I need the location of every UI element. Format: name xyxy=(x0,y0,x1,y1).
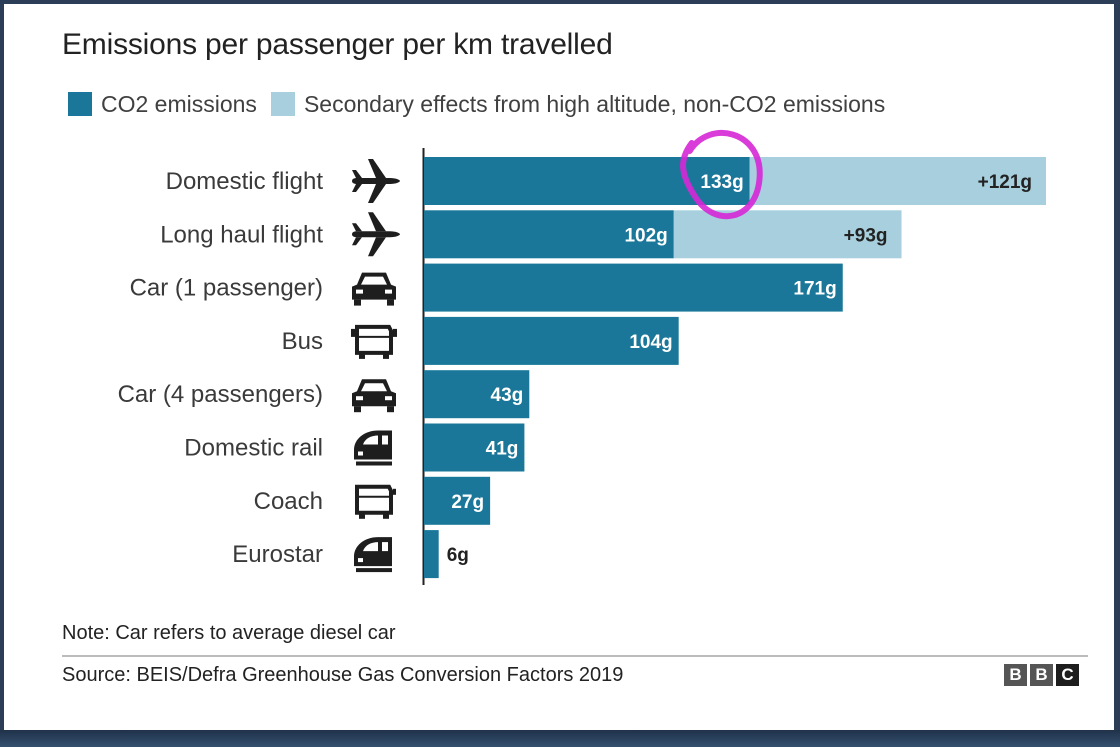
screen-bottom-bezel xyxy=(0,730,1120,747)
chart-note: Note: Car refers to average diesel car xyxy=(62,622,396,644)
bbc-logo: B B C xyxy=(1004,664,1079,686)
category-label: Domestic rail xyxy=(184,435,323,462)
legend: CO2 emissions Secondary effects from hig… xyxy=(68,87,899,121)
bar-value-label: 104g xyxy=(629,332,672,353)
category-label: Long haul flight xyxy=(160,221,323,248)
legend-swatch-secondary xyxy=(270,92,295,116)
bar-value-label: 133g xyxy=(700,172,743,193)
bar-co2 xyxy=(424,423,525,472)
bus-icon xyxy=(351,324,397,359)
category-label: Coach xyxy=(254,488,323,515)
bar-co2 xyxy=(424,316,679,365)
car-icon xyxy=(352,379,396,413)
legend-item-secondary: Secondary effects from high altitude, no… xyxy=(270,90,886,118)
divider xyxy=(62,655,1088,657)
bar-secondary xyxy=(749,157,1046,205)
coach-icon xyxy=(355,484,396,519)
category-label: Domestic flight xyxy=(166,168,324,195)
bar-value-label: 27g xyxy=(451,492,484,513)
car-icon xyxy=(352,272,396,306)
bar-co2 xyxy=(424,370,530,419)
chart-panel xyxy=(4,4,1114,730)
chart-title: Emissions per passenger per km travelled xyxy=(62,28,613,61)
legend-label-co2: CO2 emissions xyxy=(101,90,257,117)
bbc-logo-block: B xyxy=(1004,664,1027,686)
bar-secondary-label: +121g xyxy=(978,172,1032,193)
train-icon xyxy=(354,430,392,466)
bar-value-label: 41g xyxy=(486,439,519,460)
legend-label-secondary: Secondary effects from high altitude, no… xyxy=(303,90,886,117)
plane-icon xyxy=(352,159,400,203)
bar-co2 xyxy=(424,530,439,579)
chart-source: Source: BEIS/Defra Greenhouse Gas Conver… xyxy=(62,664,624,686)
bar-secondary-label: +93g xyxy=(844,225,888,246)
bar-value-label: 102g xyxy=(624,225,667,246)
bbc-logo-block: B xyxy=(1030,664,1053,686)
annotation-circle xyxy=(680,130,763,220)
train-icon xyxy=(354,537,392,573)
plane-icon xyxy=(352,212,400,257)
category-label: Car (1 passenger) xyxy=(130,275,323,302)
bar-value-label: 6g xyxy=(447,545,469,566)
bbc-logo-block: C xyxy=(1056,664,1079,686)
bar-co2 xyxy=(424,263,843,312)
bar-secondary xyxy=(673,210,902,259)
bar-value-label: 43g xyxy=(491,385,524,406)
category-label: Car (4 passengers) xyxy=(118,381,323,408)
bar-co2 xyxy=(424,210,674,259)
category-label: Bus xyxy=(282,328,323,355)
legend-item-co2: CO2 emissions xyxy=(68,91,257,118)
category-label: Eurostar xyxy=(232,541,323,568)
bar-co2 xyxy=(424,476,491,525)
legend-swatch-co2 xyxy=(68,92,92,116)
bar-value-label: 171g xyxy=(793,279,836,300)
